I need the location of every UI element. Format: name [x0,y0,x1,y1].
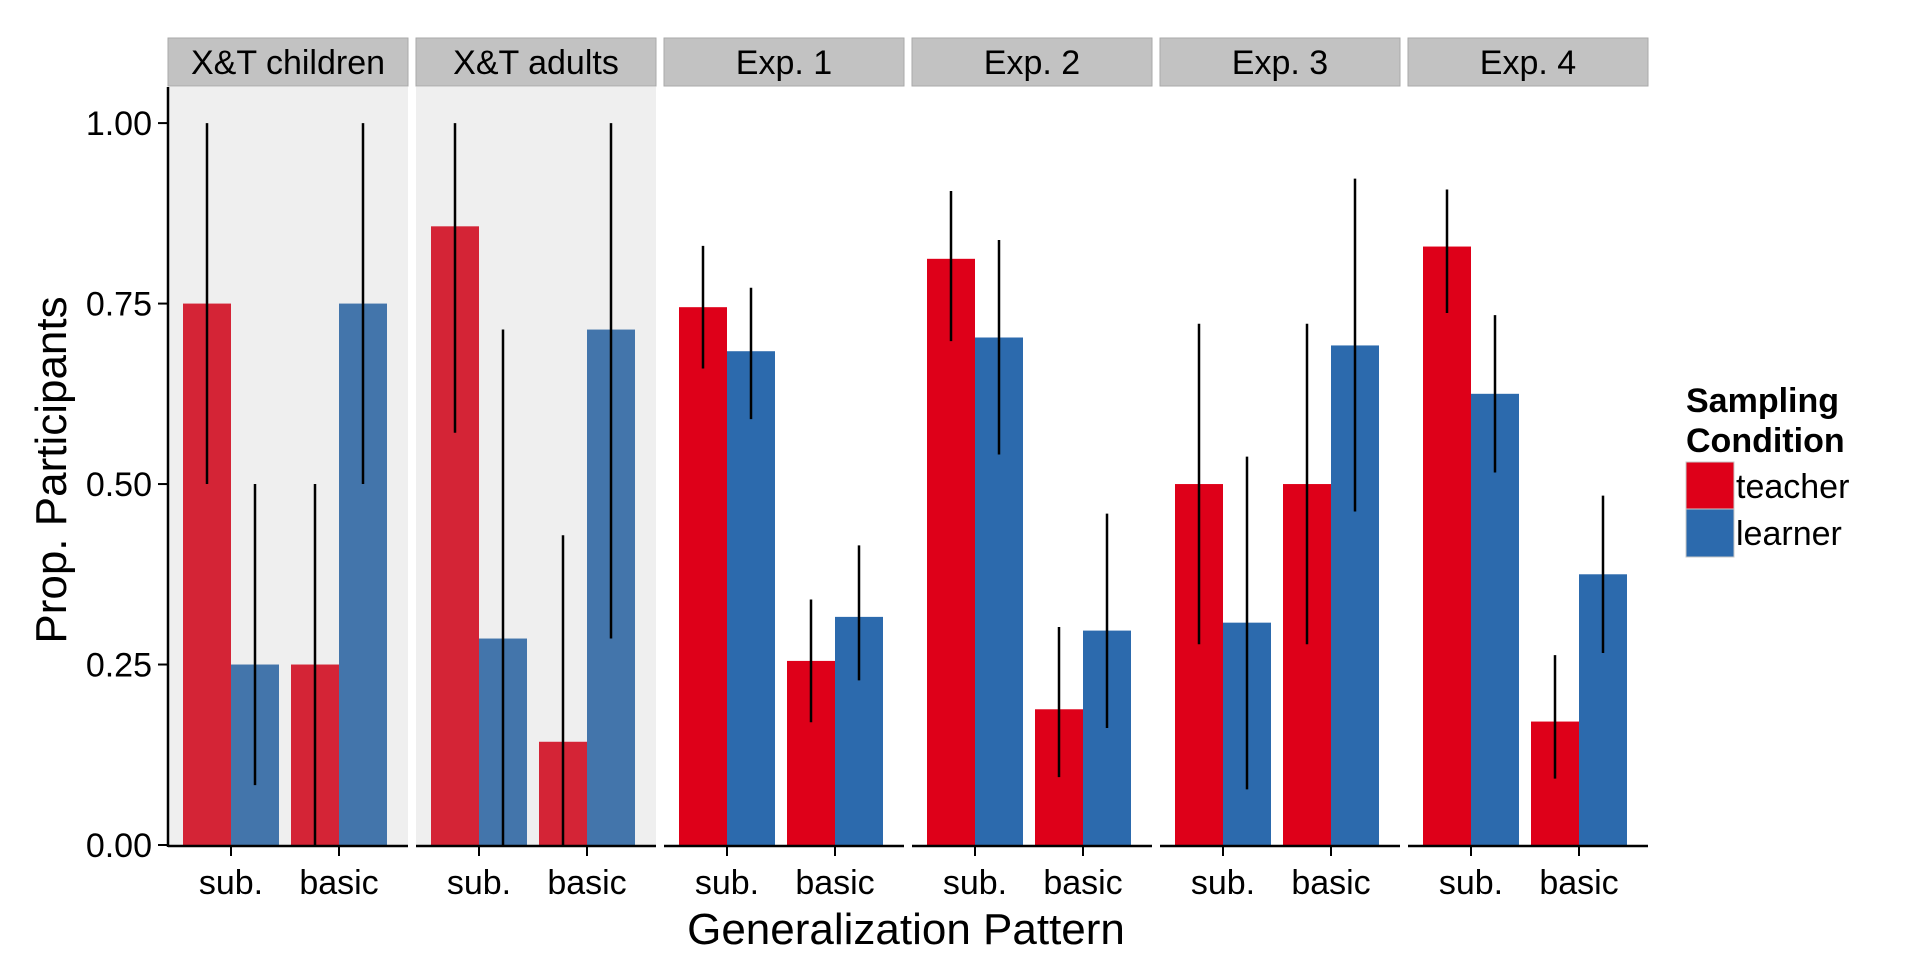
x-tick-label: sub. [695,864,759,902]
legend-label-learner: learner [1736,515,1842,553]
facet-strip [1159,37,1401,87]
y-tick-label: 0.25 [86,647,152,685]
x-tick-label: sub. [447,864,511,902]
panel-1: X&T children sub. basic [167,37,409,902]
x-tick-label: basic [795,864,874,902]
panel-6: Exp. 4 sub. basic [1407,37,1649,902]
facet-title: Exp. 1 [736,44,832,82]
bar-teacher-sub [679,307,727,846]
facet-title: X&T adults [453,44,619,82]
y-axis: 0.00 0.25 0.50 0.75 1.00 [86,87,170,865]
x-tick-label: basic [547,864,626,902]
legend: Sampling Condition teacher learner [1685,382,1849,558]
facet-strip [167,37,409,87]
y-tick-label: 1.00 [86,105,152,143]
panel-5: Exp. 3 sub. basic [1159,37,1401,902]
x-tick-label: sub. [199,864,263,902]
facet-title: Exp. 3 [1232,44,1328,82]
y-tick-label: 0.75 [86,286,152,324]
facet-strip [1407,37,1649,87]
panel-3: Exp. 1 sub. basic [663,37,905,902]
x-tick-label: sub. [1439,864,1503,902]
x-tick-label: sub. [943,864,1007,902]
x-tick-label: basic [299,864,378,902]
x-axis-title: Generalization Pattern [687,905,1125,954]
legend-title-line-2: Condition [1686,422,1845,460]
x-tick-label: sub. [1191,864,1255,902]
y-tick-label: 0.50 [86,466,152,504]
y-tick-label: 0.00 [86,827,152,865]
facet-title: Exp. 2 [984,44,1080,82]
y-axis-title: Prop. Participants [27,296,76,643]
panel-2: X&T adults sub. basic [415,37,657,902]
legend-title-line-1: Sampling [1686,382,1839,420]
panel-4: Exp. 2 sub. basic [911,37,1153,902]
legend-key-teacher [1685,461,1735,511]
x-tick-label: basic [1539,864,1618,902]
facet-strip [911,37,1153,87]
panels-layer: X&T children sub. basic X&T adults sub. basic… [167,37,1649,902]
legend-label-teacher: teacher [1736,468,1849,506]
x-tick-label: basic [1291,864,1370,902]
facet-strip [663,37,905,87]
bar-teacher-sub [927,258,975,845]
bar-learner-sub [727,351,775,845]
legend-key-learner [1685,508,1735,558]
facet-title: X&T children [191,44,385,82]
x-tick-label: basic [1043,864,1122,902]
facet-strip [415,37,657,87]
bar-teacher-sub [1423,246,1471,845]
facet-title: Exp. 4 [1480,44,1576,82]
